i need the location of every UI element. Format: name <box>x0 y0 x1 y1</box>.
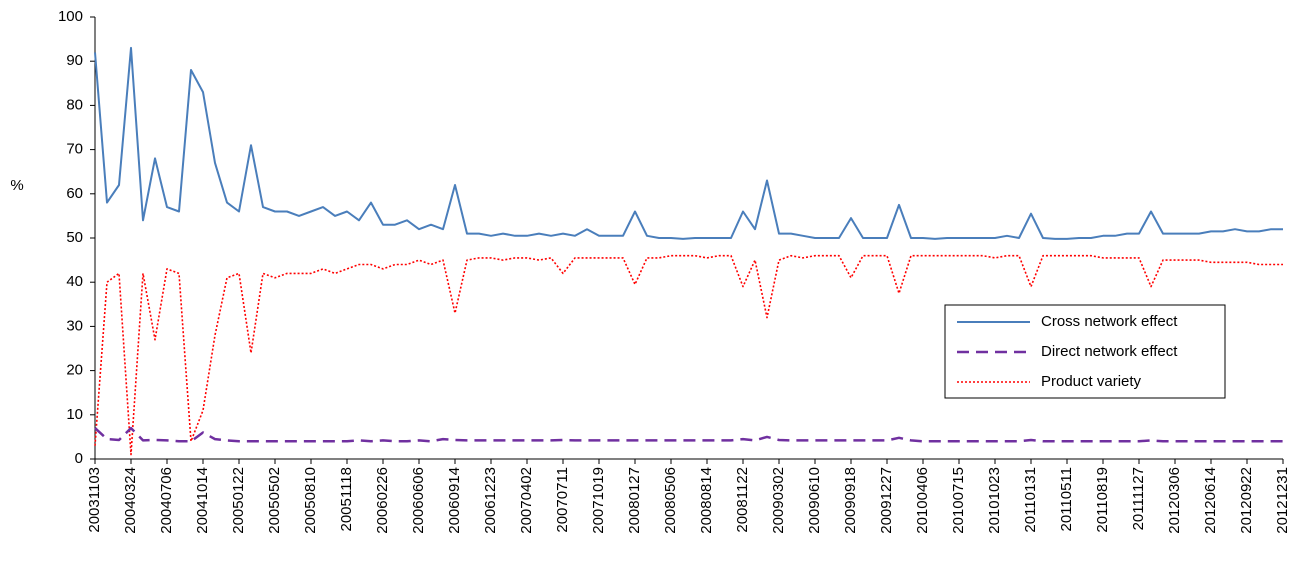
y-tick-label: 10 <box>66 406 83 423</box>
x-tick-label: 20100406 <box>914 467 931 534</box>
x-tick-label: 20080506 <box>662 467 679 534</box>
x-tick-label: 20071019 <box>590 467 607 534</box>
y-tick-label: 60 <box>66 185 83 202</box>
y-tick-label: 30 <box>66 317 83 334</box>
x-tick-label: 20121231 <box>1274 467 1291 534</box>
x-tick-label: 20110819 <box>1094 467 1111 533</box>
x-tick-label: 20061223 <box>482 467 499 534</box>
x-tick-label: 20120922 <box>1238 467 1255 534</box>
x-tick-label: 20081122 <box>734 467 751 533</box>
x-tick-label: 20110511 <box>1058 467 1075 532</box>
x-tick-label: 20051118 <box>338 467 355 532</box>
x-tick-label: 20050122 <box>230 467 247 534</box>
x-tick-label: 20031103 <box>86 467 103 533</box>
y-tick-label: 90 <box>66 52 83 69</box>
series-line <box>94 254 1283 456</box>
series-line <box>94 46 1283 240</box>
y-tick-label: 50 <box>66 229 83 246</box>
y-tick-label: 100 <box>58 8 83 25</box>
x-tick-label: 20040706 <box>158 467 175 534</box>
x-tick-label: 20070402 <box>518 467 535 534</box>
x-tick-label: 20090918 <box>842 467 859 534</box>
x-tick-label: 20060914 <box>446 467 463 534</box>
x-tick-label: 20090302 <box>770 467 787 534</box>
x-tick-label: 20120306 <box>1166 467 1183 534</box>
legend-label: Direct network effect <box>1041 343 1178 360</box>
legend-label: Product variety <box>1041 373 1142 390</box>
x-tick-label: 20110131 <box>1022 467 1039 533</box>
x-tick-label: 20060226 <box>374 467 391 534</box>
legend-label: Cross network effect <box>1041 313 1178 330</box>
y-tick-label: 0 <box>75 450 83 467</box>
x-tick-label: 20080127 <box>626 467 643 534</box>
y-tick-label: 40 <box>66 273 83 290</box>
x-tick-label: 20070711 <box>554 467 571 533</box>
x-tick-label: 20101023 <box>986 467 1003 534</box>
x-tick-label: 20100715 <box>950 467 967 534</box>
x-tick-label: 20050502 <box>266 467 283 534</box>
series-line <box>94 426 1283 443</box>
x-tick-label: 20080814 <box>698 467 715 534</box>
x-tick-label: 20041014 <box>194 467 211 534</box>
y-tick-label: 70 <box>66 141 83 158</box>
x-tick-label: 20090610 <box>806 467 823 534</box>
y-tick-label: 80 <box>66 96 83 113</box>
x-tick-label: 20040324 <box>122 467 139 534</box>
legend-box <box>944 304 1226 399</box>
y-tick-label: 20 <box>66 362 83 379</box>
x-tick-label: 20050810 <box>302 467 319 534</box>
x-tick-label: 20111127 <box>1130 467 1147 530</box>
x-tick-label: 20060606 <box>410 467 427 534</box>
x-tick-label: 20120614 <box>1202 467 1219 534</box>
y-axis-label: % <box>10 177 23 194</box>
x-tick-label: 20091227 <box>878 467 895 534</box>
